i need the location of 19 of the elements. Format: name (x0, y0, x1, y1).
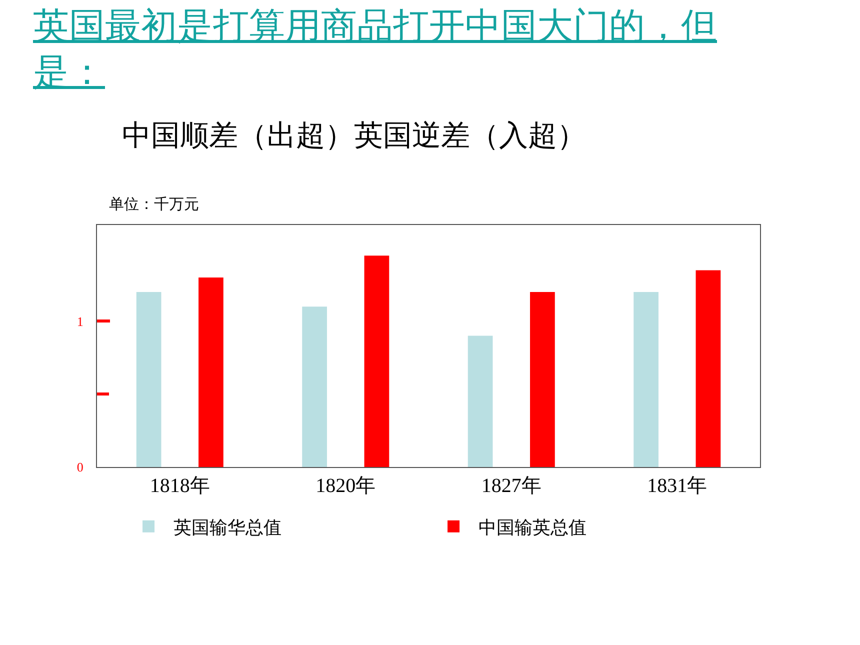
legend-label: 中国输英总值 (478, 517, 587, 538)
bar (530, 292, 555, 467)
bar (468, 336, 493, 467)
y-axis-title: 单位：千万元 (109, 195, 199, 213)
x-tick-label: 1820年 (316, 475, 376, 497)
y-tick-label: 1 (76, 314, 84, 329)
y-tick-label: 0 (76, 460, 84, 475)
chart-title: 英国最初是打算用商品打开中国大门的，但是： (33, 5, 718, 95)
legend-label: 英国输华总值 (174, 517, 282, 538)
x-tick-label: 1831年 (647, 475, 708, 497)
bar (302, 306, 327, 467)
bar (198, 277, 224, 467)
bar (634, 292, 658, 467)
chart-subtitle: 中国顺差（出超）英国逆差（入超） (122, 117, 586, 154)
x-tick-label: 1818年 (150, 475, 210, 497)
bar (364, 256, 390, 467)
bar (136, 292, 162, 467)
bar (696, 270, 721, 467)
x-tick-label: 1827年 (481, 475, 542, 497)
